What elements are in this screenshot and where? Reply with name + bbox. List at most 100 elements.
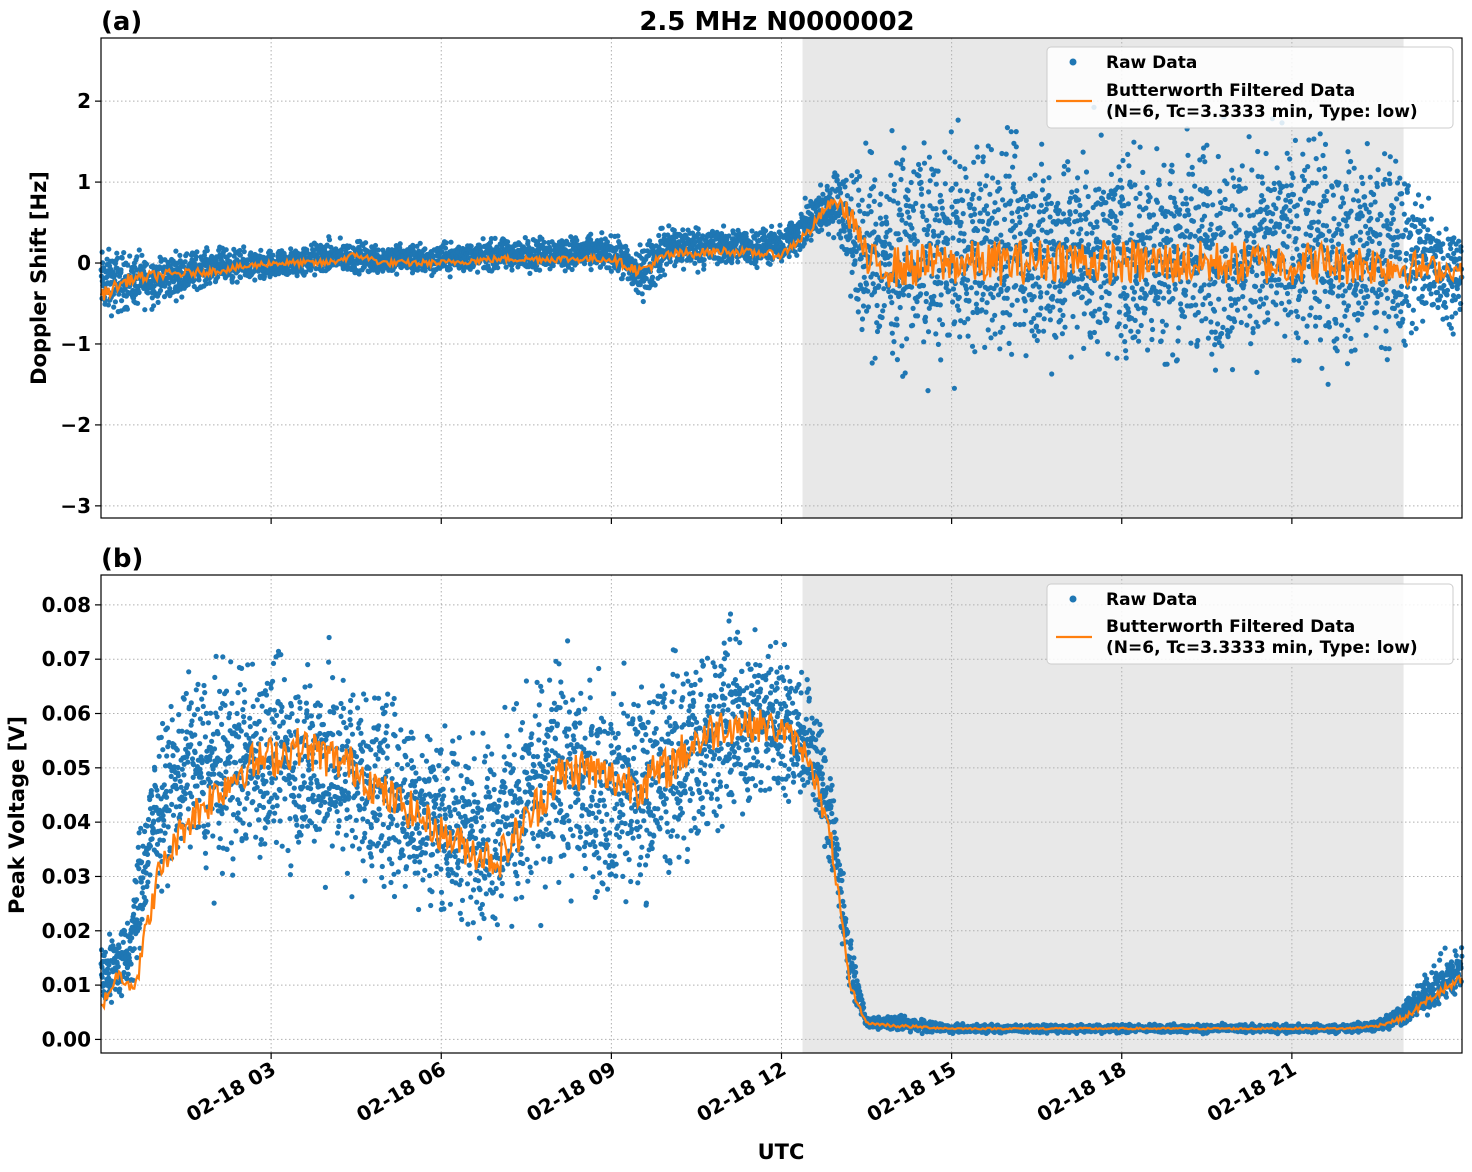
raw-data-point [878,191,884,197]
raw-data-point [397,241,403,247]
raw-data-point [1255,148,1261,155]
raw-data-point [910,207,917,213]
raw-data-point [1308,225,1314,231]
raw-data-point [1205,335,1211,341]
raw-data-point [1359,305,1365,311]
raw-data-point [1041,316,1047,322]
raw-data-point [1311,136,1317,142]
raw-data-point [1048,228,1054,234]
raw-data-point [869,360,875,366]
raw-data-point [934,212,940,218]
raw-data-point [701,257,707,263]
raw-data-point [1011,181,1017,187]
raw-data-point [1175,338,1181,344]
raw-data-point [1168,237,1174,243]
raw-data-point [105,273,111,279]
raw-data-point [900,165,906,171]
raw-data-point [777,222,783,228]
raw-data-point [946,288,952,294]
raw-data-point [1121,285,1127,291]
raw-data-point [1330,244,1336,250]
raw-data-point [637,242,643,248]
raw-data-point [721,223,727,229]
raw-data-point [1082,184,1089,190]
raw-data-point [889,300,895,306]
raw-data-point [656,232,662,239]
raw-data-point [1022,238,1028,244]
raw-data-point [1350,240,1356,246]
raw-data-point [1050,293,1056,299]
raw-data-point [1383,328,1389,334]
raw-data-point [1027,176,1033,182]
raw-data-point [808,237,814,243]
raw-data-point [795,229,801,236]
raw-data-point [1317,131,1323,137]
raw-data-point [942,149,948,155]
raw-data-point [1021,244,1028,250]
raw-data-point [1077,202,1083,209]
raw-data-point [1277,221,1283,227]
raw-data-point [1132,182,1138,188]
raw-data-point [933,331,939,337]
raw-data-point [1290,255,1296,261]
raw-data-point [157,287,164,294]
raw-data-point [1315,219,1321,225]
raw-data-point [448,239,454,245]
raw-data-point [1386,346,1392,352]
raw-data-point [1285,223,1291,229]
raw-data-point [447,274,453,280]
raw-data-point [957,163,963,170]
raw-data-point [1345,327,1351,333]
raw-data-point [1064,237,1070,244]
raw-data-point [1123,348,1129,354]
raw-data-point [1386,171,1393,177]
raw-data-point [1322,288,1328,294]
raw-data-point [962,166,968,172]
raw-data-point [139,252,145,258]
raw-data-point [1254,369,1260,375]
raw-data-point [1185,152,1191,158]
raw-data-point [1384,357,1390,363]
raw-data-point [1260,180,1266,186]
raw-data-point [976,195,982,201]
raw-data-point [1387,226,1393,232]
raw-data-point [933,206,939,212]
raw-data-point [865,288,871,294]
raw-data-point [849,269,855,275]
raw-data-point [1081,345,1087,351]
raw-data-point [1139,286,1145,292]
raw-data-point [1135,306,1141,312]
raw-data-point [886,261,893,267]
raw-data-point [119,255,125,261]
raw-data-point [977,181,983,187]
raw-data-point [917,166,923,172]
raw-data-point [1282,307,1288,313]
raw-data-point [1157,289,1163,295]
raw-data-point [108,313,115,319]
raw-data-point [983,309,989,315]
raw-data-point [1125,201,1131,207]
raw-data-point [509,267,515,273]
raw-data-point [963,174,969,180]
raw-data-point [1228,234,1234,240]
raw-data-point [847,234,853,240]
raw-data-point [863,140,869,146]
raw-data-point [1398,283,1405,289]
raw-data-point [115,255,121,261]
raw-data-point [1378,291,1384,298]
raw-data-point [1094,224,1100,230]
raw-data-point [1120,157,1126,164]
raw-data-point [897,236,904,242]
raw-data-point [985,211,991,217]
raw-data-point [1033,323,1040,329]
raw-data-point [1128,328,1134,334]
raw-data-point [1078,226,1084,232]
raw-data-point [588,231,594,237]
raw-data-point [1086,242,1092,248]
raw-data-point [1238,212,1244,218]
raw-data-point [1371,191,1377,197]
raw-data-point [1136,213,1142,219]
raw-data-point [1394,242,1400,248]
raw-data-point [859,197,865,203]
raw-data-point [1347,282,1353,288]
